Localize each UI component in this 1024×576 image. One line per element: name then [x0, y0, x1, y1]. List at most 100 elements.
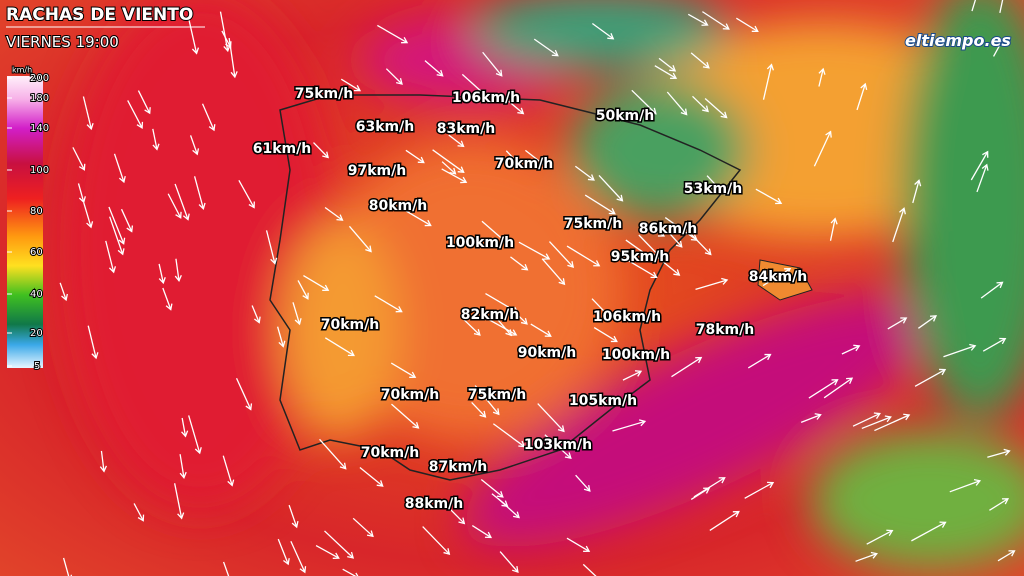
arrow-head [997, 38, 1004, 46]
arrow-head [648, 254, 656, 262]
arrow-shaft [424, 60, 444, 77]
wind-label: 63km/h [356, 119, 414, 135]
wind-label: 70km/h [321, 317, 379, 333]
arrow-shaft [152, 128, 158, 150]
arrow-head [424, 219, 432, 227]
arrow-shaft [319, 438, 347, 470]
arrow-shaft [277, 538, 289, 565]
arrow-shaft [303, 274, 329, 291]
arrow-shaft [167, 193, 182, 219]
arrow-shaft [175, 258, 180, 281]
arrow-head [784, 268, 792, 275]
arrow-shaft [625, 239, 655, 261]
arrow-head [657, 230, 666, 237]
arrow-shaft [189, 135, 198, 155]
arrow-shaft [823, 377, 853, 399]
arrow-head [732, 510, 740, 518]
arrow-shaft [385, 68, 403, 85]
arrow-head [873, 412, 881, 419]
arrow-head [860, 82, 868, 90]
arrow-shaft [544, 434, 572, 459]
wind-label: 90km/h [518, 345, 576, 361]
arrow-shaft [480, 479, 504, 498]
arrow-head [516, 161, 524, 169]
arrow-shaft [221, 30, 232, 48]
arrow-shaft [485, 317, 517, 336]
arrow-shaft [352, 517, 374, 537]
wind-label: 75km/h [564, 216, 622, 232]
arrow-head [929, 315, 938, 322]
legend-tick-label: 20 [30, 328, 43, 339]
arrow-head [473, 329, 481, 336]
arrow-shaft [359, 466, 384, 487]
arrow-shaft [808, 379, 838, 399]
wind-label: 82km/h [461, 307, 519, 323]
arrow-shaft [62, 557, 70, 576]
arrow-head [518, 440, 526, 448]
arrow-head [417, 156, 425, 164]
arrow-shaft [181, 417, 187, 437]
wind-arrows [59, 0, 1016, 576]
arrow-shaft [874, 414, 910, 432]
arrow-shaft [912, 180, 920, 204]
arrow-shaft [499, 551, 519, 573]
arrow-head [673, 269, 681, 276]
arrow-shaft [685, 228, 712, 255]
arrow-shaft [800, 414, 821, 424]
arrow-shaft [397, 205, 432, 227]
arrow-head [449, 167, 457, 175]
arrow-head [818, 67, 826, 75]
arrow-shaft [432, 149, 465, 173]
arrow-shaft [448, 134, 464, 147]
arrow-shaft [892, 208, 905, 243]
arrow-shaft [666, 91, 688, 115]
arrow-shaft [650, 251, 680, 276]
arrow-head [78, 196, 86, 204]
legend-tick-label: 80 [30, 206, 43, 217]
arrow-shaft [133, 503, 144, 521]
arrow-shaft [108, 206, 125, 244]
arrow-shaft [530, 323, 552, 337]
arrow-head [982, 150, 989, 158]
arrow-shaft [288, 504, 298, 528]
arrow-head [751, 25, 759, 33]
arrow-shaft [541, 258, 565, 285]
arrow-shaft [855, 553, 878, 562]
logo[interactable]: eltiempo.es [904, 30, 1012, 51]
arrow-head [583, 484, 591, 492]
subtitle: VIERNES 19:00 [6, 33, 119, 51]
arrow-shaft [219, 11, 229, 51]
arrow-shaft [841, 345, 860, 355]
arrow-shaft [173, 483, 183, 519]
arrow-shaft [861, 416, 891, 430]
arrow-head [108, 266, 117, 274]
arrow-shaft [645, 224, 665, 237]
arrow-head [118, 175, 126, 184]
arrow-shaft [492, 423, 525, 448]
arrow-head [999, 337, 1007, 345]
arrow-shaft [813, 131, 832, 167]
arrow-head [557, 425, 565, 433]
wind-label: 105km/h [569, 393, 637, 409]
arrow-shaft [405, 149, 425, 164]
wind-labels: 75km/h 106km/h 63km/h 83km/h 50km/h 61km/h 70k… [251, 85, 808, 514]
wind-label: 53km/h [684, 181, 742, 197]
arrow-shaft [736, 17, 759, 32]
arrow-head [144, 107, 151, 115]
arrow-head [181, 430, 189, 438]
arrow-shaft [575, 474, 591, 492]
arrow-shaft [762, 268, 791, 287]
arrow-shaft [702, 11, 730, 30]
arrow-shaft [72, 147, 85, 171]
arrow-shaft [340, 78, 361, 92]
wind-label: 86km/h [639, 221, 697, 237]
arrow-shaft [755, 188, 782, 204]
arrow-head [86, 122, 94, 131]
arrow-shaft [690, 487, 710, 500]
arrow-shaft [374, 295, 403, 313]
arrow-shaft [671, 357, 702, 378]
arrow-shaft [970, 151, 989, 181]
wind-label: 84km/h [749, 269, 807, 285]
arrow-head [513, 511, 520, 519]
